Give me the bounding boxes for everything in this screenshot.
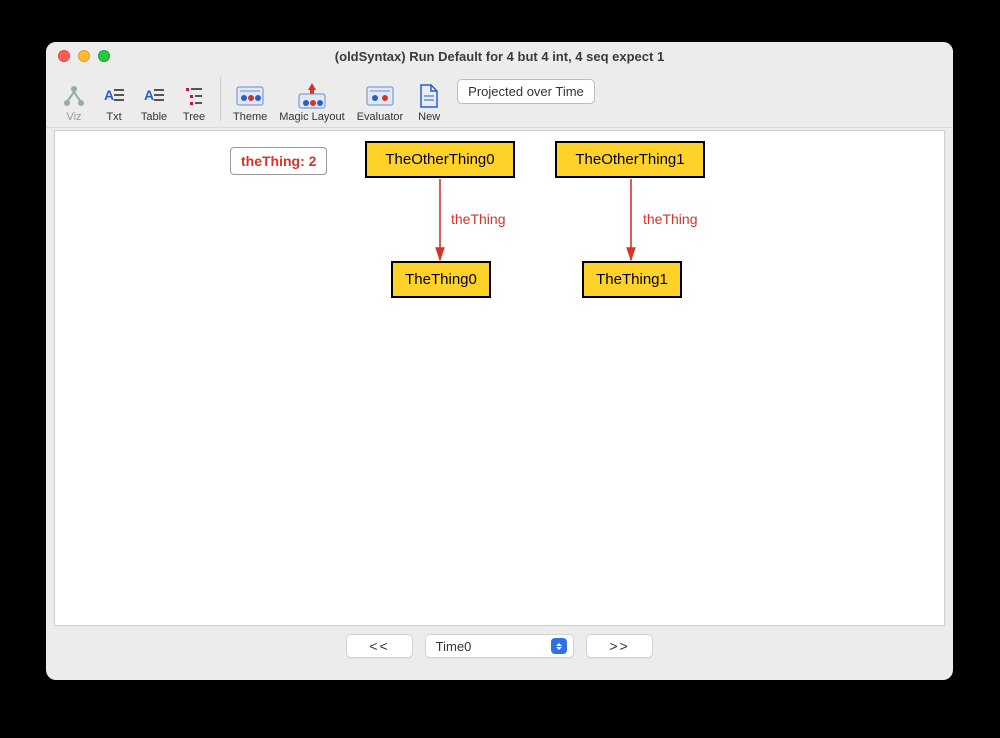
edge-label: theThing: [451, 211, 505, 227]
toolbar-label: Txt: [106, 111, 121, 123]
viz-button[interactable]: Viz: [54, 73, 94, 125]
time-select-value: Time0: [436, 639, 472, 654]
table-icon: A: [142, 81, 166, 111]
evaluator-icon: [365, 81, 395, 111]
toolbar-separator: [220, 77, 221, 121]
diagram-node[interactable]: TheThing0: [391, 261, 491, 298]
table-button[interactable]: A Table: [134, 73, 174, 125]
toolbar-label: New: [418, 111, 440, 123]
theme-icon: [235, 81, 265, 111]
window-controls: [58, 50, 110, 62]
viz-icon: [62, 81, 86, 111]
toolbar-label: Evaluator: [357, 111, 403, 123]
diagram-node[interactable]: TheThing1: [582, 261, 682, 298]
toolbar-label: Magic Layout: [279, 111, 344, 123]
toolbar-label: Tree: [183, 111, 205, 123]
tree-button[interactable]: Tree: [174, 73, 214, 125]
toolbar: Viz A Txt A Table Tree Theme: [46, 70, 953, 128]
info-box: theThing: 2: [230, 147, 327, 175]
maximize-icon[interactable]: [98, 50, 110, 62]
diagram-canvas: theThing: 2 TheOtherThing0 TheOtherThing…: [54, 130, 945, 626]
svg-text:A: A: [144, 87, 154, 103]
txt-button[interactable]: A Txt: [94, 73, 134, 125]
toolbar-label: Theme: [233, 111, 267, 123]
diagram-node[interactable]: TheOtherThing0: [365, 141, 515, 178]
close-icon[interactable]: [58, 50, 70, 62]
theme-button[interactable]: Theme: [227, 73, 273, 125]
time-select[interactable]: Time0: [425, 634, 575, 658]
diagram-node[interactable]: TheOtherThing1: [555, 141, 705, 178]
select-arrows-icon: [551, 638, 567, 654]
prev-button[interactable]: <<: [346, 634, 412, 658]
new-icon: [417, 81, 441, 111]
node-label: TheThing1: [596, 271, 668, 288]
next-button[interactable]: >>: [586, 634, 652, 658]
new-button[interactable]: New: [409, 73, 449, 125]
tree-icon: [182, 81, 206, 111]
evaluator-button[interactable]: Evaluator: [351, 73, 409, 125]
minimize-icon[interactable]: [78, 50, 90, 62]
footer: << Time0 >>: [46, 626, 953, 680]
toolbar-label: Table: [141, 111, 167, 123]
svg-text:A: A: [104, 87, 114, 103]
node-label: TheThing0: [405, 271, 477, 288]
projection-pill[interactable]: Projected over Time: [457, 79, 595, 104]
node-label: TheOtherThing0: [385, 151, 494, 168]
titlebar: (oldSyntax) Run Default for 4 but 4 int,…: [46, 42, 953, 70]
magic-layout-button[interactable]: Magic Layout: [273, 73, 350, 125]
app-window: (oldSyntax) Run Default for 4 but 4 int,…: [46, 42, 953, 680]
node-label: TheOtherThing1: [575, 151, 684, 168]
toolbar-label: Viz: [66, 111, 81, 123]
info-box-text: theThing: 2: [241, 153, 316, 169]
txt-icon: A: [102, 81, 126, 111]
window-title: (oldSyntax) Run Default for 4 but 4 int,…: [46, 49, 953, 64]
edge-label: theThing: [643, 211, 697, 227]
magic-layout-icon: [297, 81, 327, 111]
diagram-edges: [55, 131, 944, 625]
